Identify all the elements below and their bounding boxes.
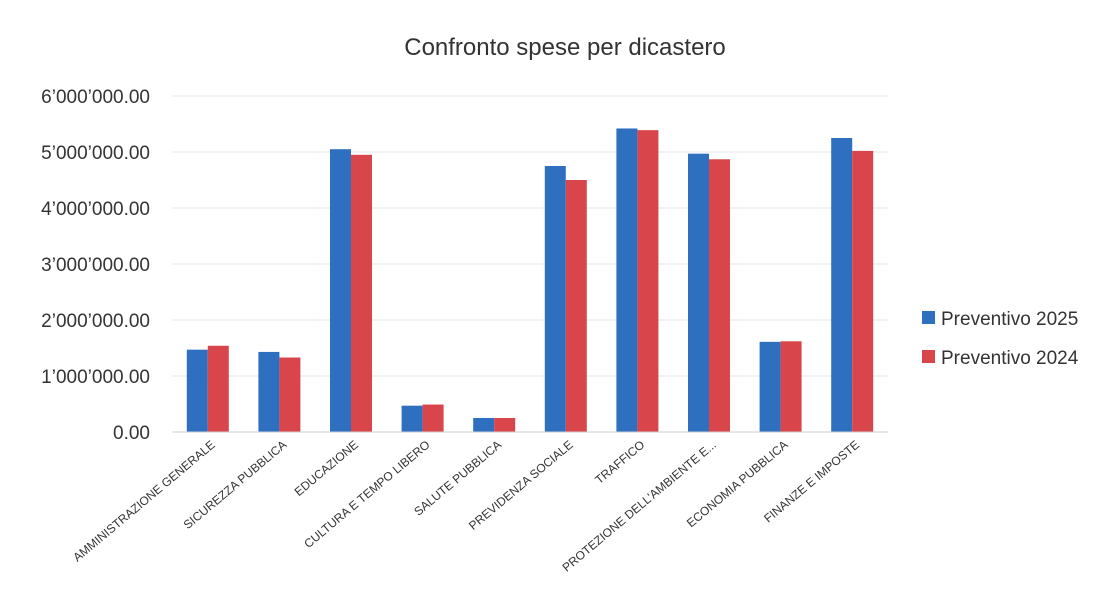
- y-tick-label: 5’000’000.00: [41, 143, 150, 164]
- legend-label: Preventivo 2025: [941, 309, 1078, 330]
- gridlines: [172, 95, 888, 377]
- y-tick-label: 0.00: [113, 423, 150, 444]
- bar-preventivo-2025: [759, 341, 781, 432]
- bar-preventivo-2025: [186, 349, 208, 432]
- bar-preventivo-2024: [207, 345, 229, 432]
- bar-preventivo-2025: [688, 153, 709, 432]
- bar-preventivo-2025: [401, 405, 423, 432]
- x-tick-label: AMMINISTRAZIONE GENERALE: [70, 438, 217, 565]
- y-tick-label: 4’000’000.00: [41, 199, 150, 220]
- bar-preventivo-2025: [258, 351, 280, 432]
- bar-preventivo-2024: [852, 150, 874, 432]
- y-tick-label: 1’000’000.00: [41, 367, 150, 388]
- bar-preventivo-2024: [565, 180, 587, 432]
- legend: Preventivo 2025 Preventivo 2024: [922, 309, 1079, 369]
- bar-preventivo-2024: [780, 341, 802, 432]
- bar-preventivo-2024: [494, 418, 516, 432]
- bar-preventivo-2024: [351, 154, 372, 433]
- legend-swatch: [922, 311, 935, 324]
- bar-preventivo-2024: [709, 159, 730, 432]
- y-tick-label: 3’000’000.00: [41, 255, 150, 276]
- legend-swatch: [922, 350, 935, 363]
- bar-preventivo-2024: [637, 130, 659, 432]
- bar-preventivo-2025: [616, 128, 638, 433]
- bar-preventivo-2024: [422, 404, 444, 432]
- y-tick-label: 2’000’000.00: [41, 311, 150, 332]
- legend-label: Preventivo 2024: [941, 348, 1079, 369]
- x-tick-label: CULTURA E TEMPO LIBERO: [301, 438, 432, 551]
- bar-preventivo-2025: [473, 418, 495, 432]
- chart-title: Confronto spese per dicastero: [404, 34, 726, 61]
- y-tick-label: 6’000’000.00: [41, 87, 150, 108]
- x-tick-label: TRAFFICO: [592, 438, 647, 487]
- bars: [186, 128, 874, 433]
- bar-preventivo-2025: [544, 166, 566, 432]
- y-axis-ticks: 0.00 1’000’000.00 2’000’000.00 3’000’000.00…: [41, 87, 150, 444]
- x-tick-label: EDUCAZIONE: [292, 438, 361, 499]
- bar-preventivo-2025: [831, 138, 853, 432]
- bar-preventivo-2024: [279, 357, 301, 432]
- x-tick-label: PROTEZIONE DELL'AMBIENTE E...: [560, 438, 719, 575]
- bar-preventivo-2025: [330, 149, 351, 432]
